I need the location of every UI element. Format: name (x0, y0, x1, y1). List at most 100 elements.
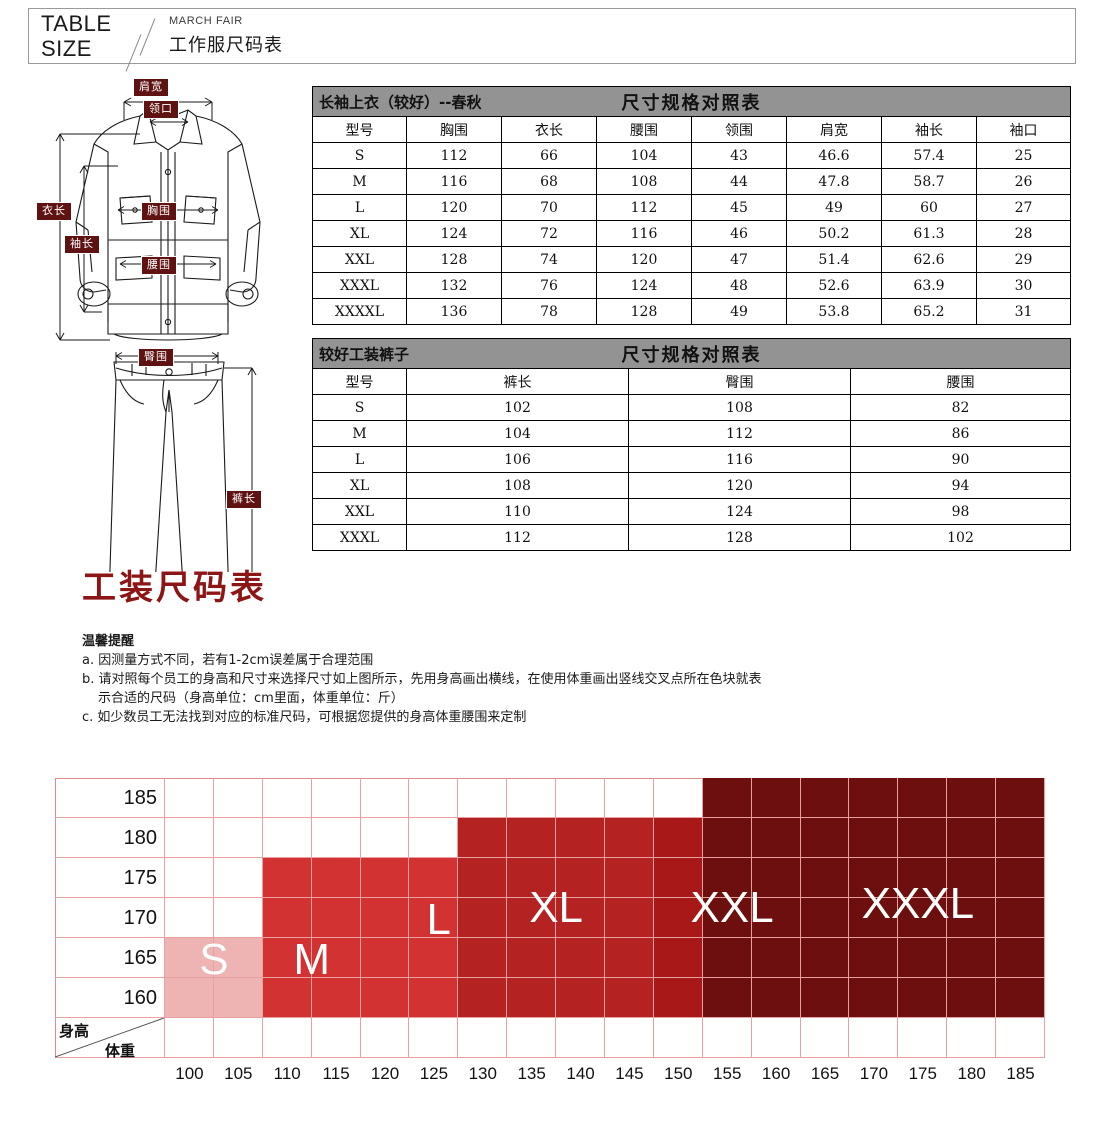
table-cell: 128 (406, 246, 502, 273)
dim-label-pant-length: 裤长 (226, 490, 262, 509)
table-cell: 112 (406, 524, 629, 551)
matrix-cell (898, 938, 948, 978)
table-cell: S (312, 394, 407, 421)
table-band-row: 较好工装裤子 尺寸规格对照表 (312, 338, 1071, 369)
matrix-cell (605, 818, 654, 858)
matrix-cell (458, 978, 508, 1018)
table-cell: 106 (406, 446, 629, 473)
matrix-cell (556, 778, 605, 818)
matrix-cell (653, 978, 703, 1018)
matrix-cell (165, 938, 214, 978)
table-cell: 104 (596, 142, 692, 169)
matrix-cell (55, 938, 165, 978)
matrix-weight-tick: 150 (664, 1064, 693, 1083)
table-cell: 116 (596, 220, 692, 247)
table-cell: 94 (850, 472, 1071, 499)
table-row: XXL 128 74 120 47 51.4 62.6 29 (312, 246, 1071, 273)
matrix-weight-tick: 120 (370, 1064, 400, 1083)
table-cell: XXXL (312, 272, 407, 299)
table-row: S 112 66 104 43 46.6 57.4 25 (312, 142, 1071, 169)
table-cell: 45 (691, 194, 787, 221)
matrix-cell (898, 898, 948, 938)
table-cell: 52.6 (786, 272, 882, 299)
table-cell: 31 (976, 298, 1071, 325)
matrix-cell (556, 858, 605, 898)
matrix-cell (360, 978, 410, 1018)
brand-name-cn: 工作服尺码表 (169, 35, 283, 56)
table-band-center-label: 尺寸规格对照表 (621, 92, 762, 114)
table-cell: 112 (628, 420, 851, 447)
table-cell: 104 (406, 420, 629, 447)
matrix-cell (213, 858, 263, 898)
matrix-cell (213, 778, 263, 818)
matrix-cell (947, 978, 997, 1018)
matrix-cell (360, 898, 410, 938)
matrix-cell (605, 898, 654, 938)
matrix-height-tick: 170 (123, 907, 157, 929)
header-table-text: TABLE (41, 11, 112, 36)
table-cell: 58.7 (881, 168, 977, 195)
table-cell: 26 (976, 168, 1071, 195)
matrix-cell (849, 938, 899, 978)
matrix-cell (947, 778, 997, 818)
matrix-cell (947, 898, 997, 938)
matrix-height-tick: 180 (123, 827, 157, 849)
matrix-cell (213, 938, 263, 978)
jacket-spec-table: 长袖上衣（较好）--春秋 尺寸规格对照表 型号 胸围 衣长 腰围 领围 肩宽 袖长 袖口 S 112 6… (312, 86, 1071, 325)
matrix-cell (849, 818, 899, 858)
matrix-weight-tick: 115 (322, 1064, 350, 1083)
table-cell: 60 (881, 194, 977, 221)
matrix-cell (849, 978, 899, 1018)
matrix-weight-tick: 180 (957, 1064, 986, 1083)
matrix-cell (409, 1018, 459, 1058)
matrix-cell (507, 938, 557, 978)
table-cell: 128 (628, 524, 851, 551)
matrix-cell (458, 778, 508, 818)
corner-diagonal-icon (55, 1018, 165, 1058)
table-column-header: 裤长 (406, 368, 629, 395)
table-cell: XXXL (312, 524, 407, 551)
size-matrix-chart: S M L XL XXL XXXL 身高 体重 185 180 175 170 165 160 10… (55, 778, 1045, 1133)
matrix-cell (751, 778, 801, 818)
matrix-cell (996, 898, 1045, 938)
table-column-header: 袖口 (976, 116, 1071, 143)
table-cell: 120 (596, 246, 692, 273)
table-cell: L (312, 194, 407, 221)
table-column-header: 腰围 (850, 368, 1071, 395)
matrix-cell (898, 818, 948, 858)
table-cell: 116 (406, 168, 502, 195)
table-row: XXL 110 124 98 (312, 498, 1071, 525)
matrix-cell (262, 938, 312, 978)
matrix-cell (849, 898, 899, 938)
matrix-cell (409, 778, 459, 818)
table-cell: M (312, 168, 407, 195)
table-column-header: 腰围 (596, 116, 692, 143)
table-cell: L (312, 446, 407, 473)
matrix-cell (213, 818, 263, 858)
matrix-cell (800, 778, 850, 818)
table-cell: 25 (976, 142, 1071, 169)
matrix-cell (213, 1018, 263, 1058)
table-row: XXXXL 136 78 128 49 53.8 65.2 31 (312, 298, 1071, 325)
table-cell: 108 (596, 168, 692, 195)
table-cell: 108 (406, 472, 629, 499)
dim-label-sleeve: 袖长 (64, 235, 100, 254)
axis-label-weight: 体重 (105, 1042, 136, 1060)
table-cell: 62.6 (881, 246, 977, 273)
table-cell: 124 (406, 220, 502, 247)
matrix-grid: S M L XL XXL XXXL 身高 体重 (55, 778, 1045, 1060)
table-cell: 116 (628, 446, 851, 473)
matrix-weight-tick: 140 (566, 1064, 595, 1083)
note-a: a. 因测量方式不同，若有1-2cm误差属于合理范围 (82, 653, 374, 668)
matrix-cell (702, 1018, 752, 1058)
matrix-cell (55, 778, 165, 818)
matrix-cell (751, 938, 801, 978)
matrix-cell (556, 978, 605, 1018)
matrix-cell (653, 1018, 703, 1058)
matrix-cell (605, 778, 654, 818)
matrix-cell (605, 858, 654, 898)
table-band-left-label: 长袖上衣（较好）--春秋 (319, 93, 482, 111)
matrix-cell (556, 1018, 605, 1058)
matrix-cell (653, 818, 703, 858)
table-cell: 108 (628, 394, 851, 421)
